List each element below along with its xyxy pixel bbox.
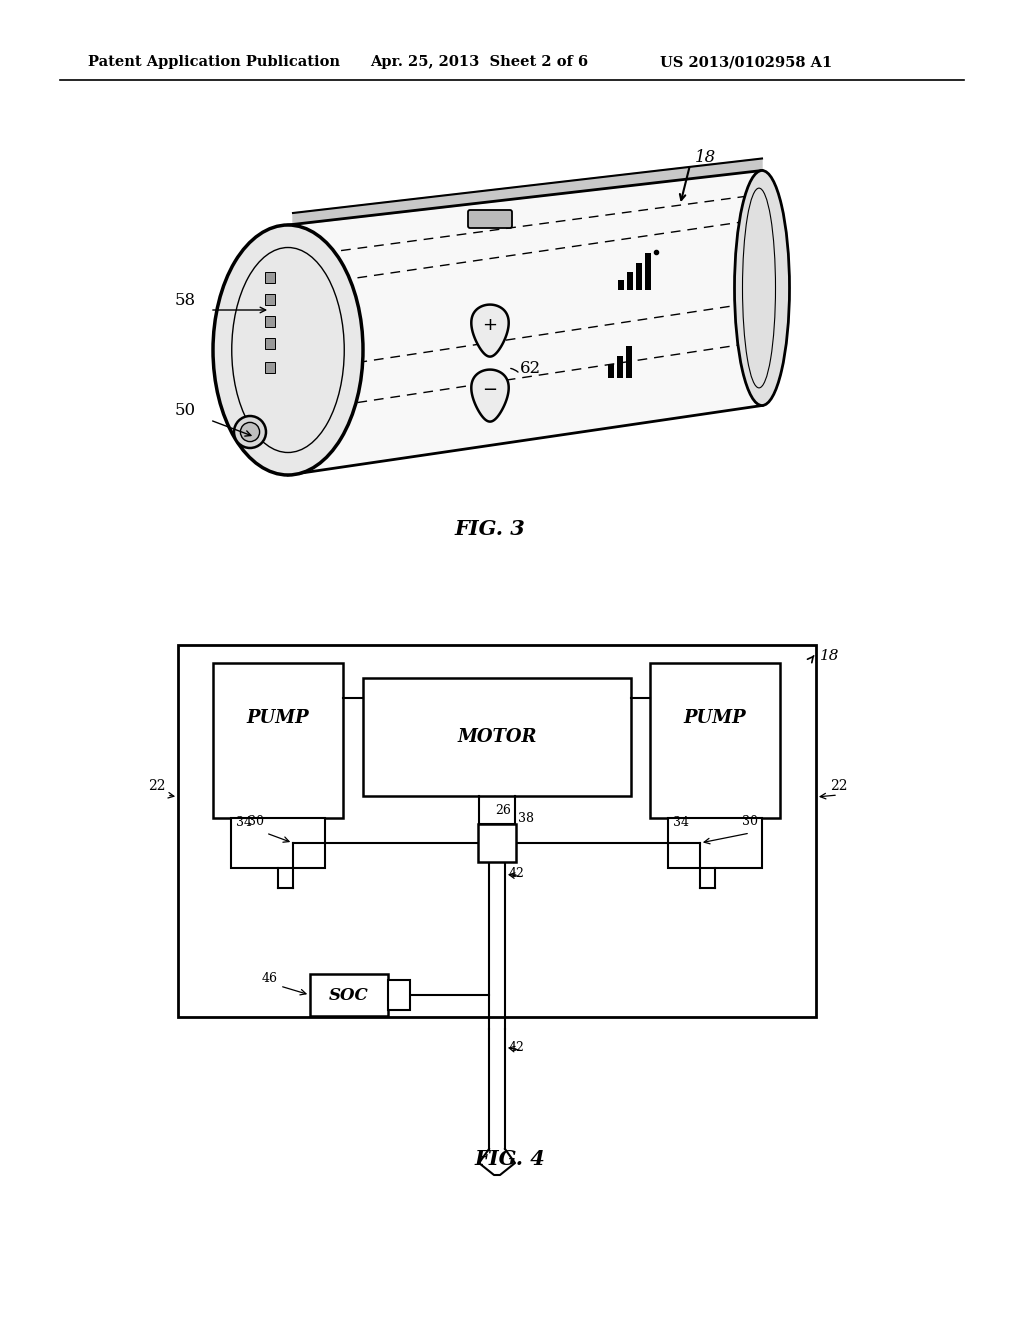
Text: Apr. 25, 2013  Sheet 2 of 6: Apr. 25, 2013 Sheet 2 of 6 (370, 55, 588, 69)
Bar (265, 315, 275, 327)
Text: MOTOR: MOTOR (458, 729, 537, 746)
Polygon shape (293, 158, 762, 224)
Bar (636, 263, 642, 290)
Bar (178, 645, 816, 1016)
Bar (626, 346, 632, 378)
Text: 18: 18 (695, 149, 716, 166)
Bar (627, 272, 633, 290)
Text: 34: 34 (236, 816, 252, 829)
Text: SOC: SOC (329, 986, 369, 1003)
Text: FIG. 3: FIG. 3 (455, 519, 525, 539)
Polygon shape (471, 305, 509, 356)
Text: 30: 30 (742, 814, 758, 828)
Text: FIG. 4: FIG. 4 (475, 1148, 546, 1170)
Text: 26: 26 (495, 804, 511, 817)
Text: 22: 22 (148, 779, 166, 793)
Ellipse shape (213, 224, 362, 475)
Bar (618, 280, 624, 290)
Text: 38: 38 (518, 812, 534, 825)
Text: 50: 50 (175, 403, 197, 418)
Text: PUMP: PUMP (247, 709, 309, 727)
Text: 62: 62 (520, 360, 541, 378)
Bar (608, 364, 614, 378)
Text: −: − (482, 381, 498, 399)
Bar (650, 663, 780, 818)
Circle shape (241, 422, 260, 442)
Text: +: + (482, 315, 498, 334)
Polygon shape (288, 170, 762, 475)
Bar (310, 974, 388, 1016)
Bar (645, 253, 651, 290)
Bar (617, 356, 623, 378)
Bar (478, 824, 516, 862)
Text: Patent Application Publication: Patent Application Publication (88, 55, 340, 69)
Bar (668, 818, 762, 869)
Text: 58: 58 (175, 292, 197, 309)
Bar (213, 663, 343, 818)
Circle shape (234, 416, 266, 447)
Text: 22: 22 (830, 779, 848, 793)
Bar (265, 294, 275, 305)
Text: PUMP: PUMP (684, 709, 746, 727)
Bar (265, 362, 275, 374)
Text: 46: 46 (262, 972, 278, 985)
Bar (265, 272, 275, 282)
Bar (265, 338, 275, 348)
Text: 42: 42 (509, 1041, 525, 1053)
Polygon shape (471, 370, 509, 421)
Text: 30: 30 (248, 814, 264, 828)
Ellipse shape (734, 170, 790, 405)
Text: 18: 18 (820, 649, 840, 663)
Bar (231, 818, 325, 869)
Bar (362, 678, 631, 796)
Text: 42: 42 (509, 867, 525, 880)
Text: US 2013/0102958 A1: US 2013/0102958 A1 (660, 55, 833, 69)
Text: 34: 34 (673, 816, 689, 829)
Bar (388, 979, 410, 1010)
FancyBboxPatch shape (468, 210, 512, 228)
